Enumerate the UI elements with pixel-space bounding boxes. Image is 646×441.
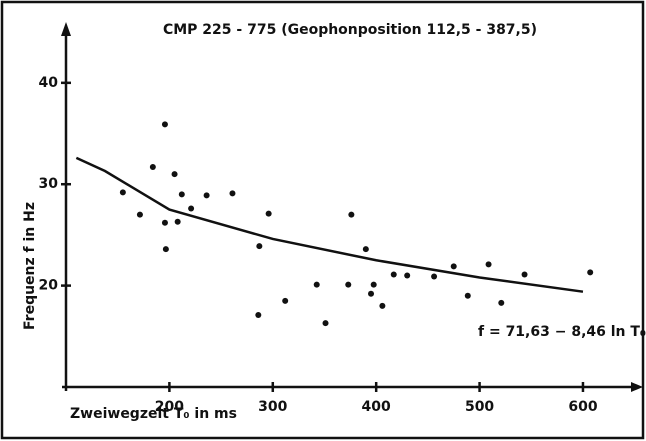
data-point — [255, 312, 262, 319]
data-point — [203, 192, 210, 199]
x-axis-arrow — [631, 382, 643, 392]
data-point — [362, 246, 369, 253]
data-point — [161, 219, 168, 226]
data-point — [136, 211, 143, 218]
x-tick-label: 200 — [155, 399, 184, 415]
data-point — [313, 281, 320, 288]
data-point — [464, 292, 471, 299]
data-point — [188, 205, 195, 212]
data-point — [149, 163, 156, 170]
data-point — [162, 246, 169, 253]
x-tick-label: 400 — [362, 399, 391, 415]
y-tick-label: 30 — [39, 176, 59, 192]
data-point — [348, 211, 355, 218]
data-point — [322, 320, 329, 327]
fit-curve — [75, 156, 584, 293]
x-tick-label: 600 — [568, 399, 597, 415]
data-point — [256, 243, 263, 250]
fit-annotation: f = 71,63 − 8,46 ln T₀ — [478, 324, 646, 340]
data-point — [178, 191, 185, 198]
data-point — [161, 121, 168, 128]
data-point — [498, 299, 505, 306]
y-axis-arrow — [61, 22, 71, 36]
x-tick-label: 300 — [258, 399, 287, 415]
data-point — [370, 281, 377, 288]
y-tick-label: 40 — [39, 75, 59, 91]
data-point — [174, 218, 181, 225]
chart-title: CMP 225 - 775 (Geophonposition 112,5 - 3… — [163, 22, 537, 38]
data-point — [404, 272, 411, 279]
data-point — [282, 297, 289, 304]
data-point — [171, 171, 178, 178]
data-point — [368, 290, 375, 297]
data-point — [229, 190, 236, 197]
data-point — [485, 261, 492, 268]
x-axis-label: Zweiwegzeit T₀ in ms — [70, 406, 237, 422]
data-point — [521, 271, 528, 278]
data-point — [587, 269, 594, 276]
y-tick-label: 20 — [39, 278, 59, 294]
data-point — [265, 210, 272, 217]
data-point — [431, 273, 438, 280]
x-tick-label: 500 — [465, 399, 494, 415]
y-axis-label: Frequenz f in Hz — [22, 202, 38, 330]
data-point — [390, 271, 397, 278]
data-point — [345, 281, 352, 288]
data-point — [379, 302, 386, 309]
data-point — [119, 189, 126, 196]
data-point — [450, 263, 457, 270]
